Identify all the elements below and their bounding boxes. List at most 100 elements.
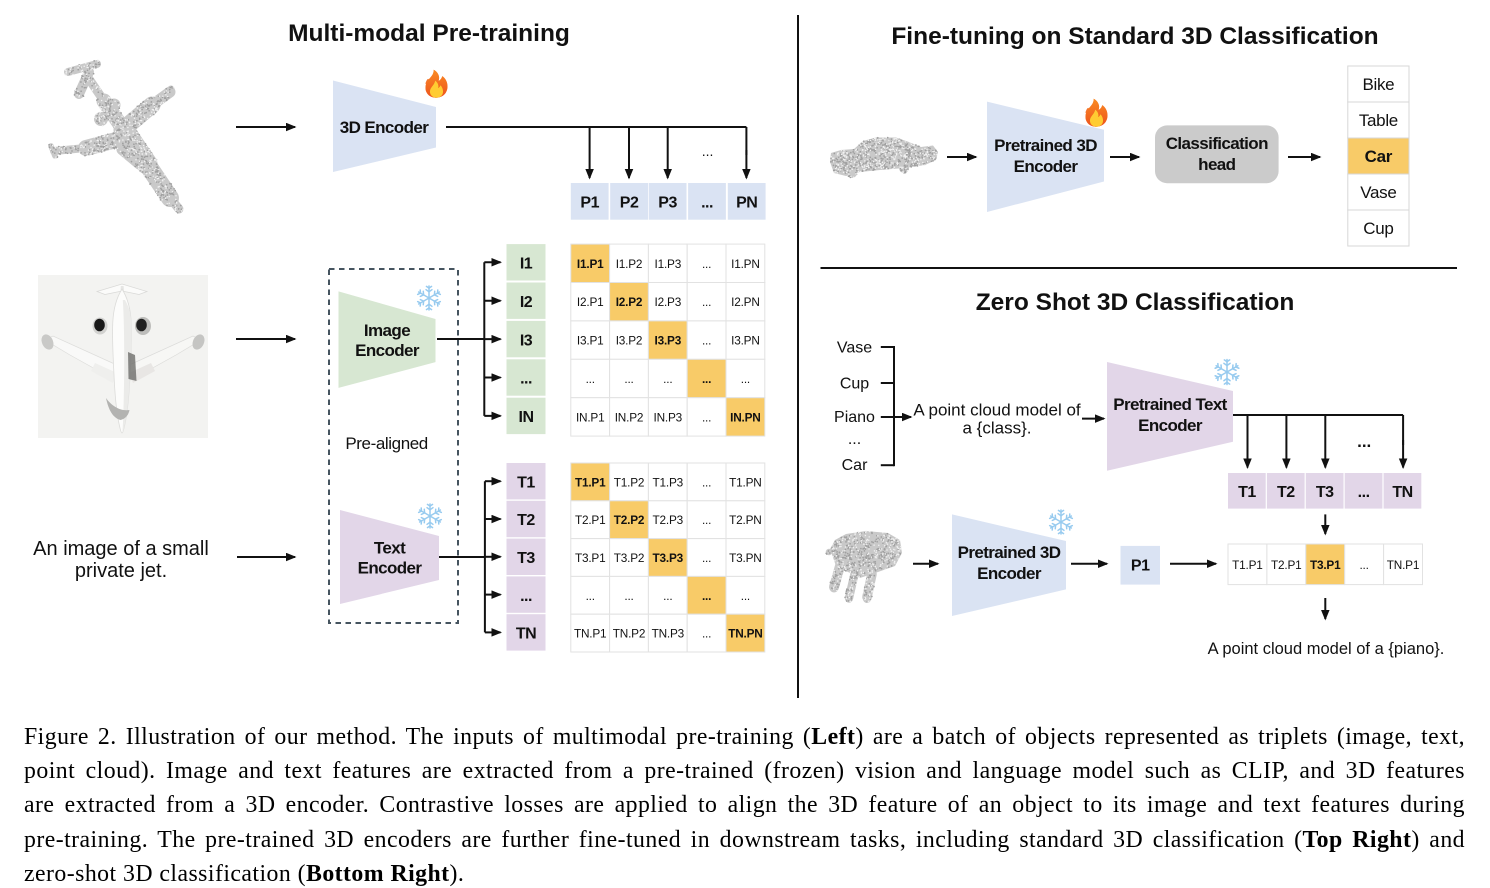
svg-text:Vase: Vase: [1360, 183, 1396, 202]
svg-text:T3.P1: T3.P1: [1310, 558, 1341, 572]
svg-text:IN.PN: IN.PN: [730, 410, 760, 424]
svg-text:...: ...: [702, 257, 711, 271]
svg-text:I3.PN: I3.PN: [731, 334, 760, 348]
svg-text:An image of a small: An image of a small: [33, 538, 209, 560]
svg-text:T1.PN: T1.PN: [729, 475, 761, 489]
svg-text:T1.P2: T1.P2: [614, 475, 644, 489]
svg-text:I2.P1: I2.P1: [577, 295, 604, 309]
svg-text:T2.P1: T2.P1: [575, 513, 605, 527]
svg-text:P1: P1: [580, 195, 599, 212]
svg-text:...: ...: [848, 431, 861, 448]
svg-text:T1.P1: T1.P1: [1232, 558, 1262, 572]
svg-text:I2: I2: [520, 294, 533, 311]
svg-text:...: ...: [586, 372, 595, 386]
svg-text:...: ...: [702, 295, 711, 309]
svg-text:Bike: Bike: [1362, 75, 1394, 94]
svg-text:...: ...: [702, 475, 711, 489]
svg-text:T3.P2: T3.P2: [614, 551, 644, 565]
svg-text:IN.P3: IN.P3: [654, 410, 683, 424]
svg-text:...: ...: [702, 143, 714, 159]
svg-text:I2.P2: I2.P2: [616, 295, 643, 309]
svg-text:I2.PN: I2.PN: [731, 295, 760, 309]
svg-text:...: ...: [663, 372, 672, 386]
svg-text:I3.P1: I3.P1: [577, 334, 604, 348]
svg-text:I3: I3: [520, 332, 533, 349]
svg-text:...: ...: [702, 627, 711, 641]
svg-text:Encoder: Encoder: [1138, 416, 1203, 435]
svg-text:I1.P1: I1.P1: [577, 257, 604, 271]
svg-text:I1: I1: [520, 256, 533, 273]
svg-text:Zero Shot 3D Classification: Zero Shot 3D Classification: [976, 289, 1295, 316]
svg-text:...: ...: [663, 589, 672, 603]
svg-text:Image: Image: [364, 321, 410, 340]
svg-text:IN.P2: IN.P2: [615, 410, 644, 424]
svg-text:A point cloud model of a {pian: A point cloud model of a {piano}.: [1208, 640, 1445, 658]
svg-text:I2.P3: I2.P3: [655, 295, 682, 309]
svg-text:a {class}.: a {class}.: [963, 419, 1032, 438]
svg-text:T2.PN: T2.PN: [729, 513, 761, 527]
svg-text:private jet.: private jet.: [75, 560, 167, 582]
svg-text:...: ...: [702, 589, 711, 603]
svg-text:IN.P1: IN.P1: [576, 410, 605, 424]
svg-text:Piano: Piano: [834, 409, 875, 426]
svg-text:head: head: [1198, 155, 1235, 174]
svg-text:...: ...: [520, 588, 532, 605]
svg-text:...: ...: [702, 372, 711, 386]
svg-text:Classification: Classification: [1166, 134, 1268, 153]
svg-text:Cup: Cup: [1363, 219, 1393, 238]
svg-text:I1.PN: I1.PN: [731, 257, 760, 271]
svg-text:...: ...: [702, 513, 711, 527]
svg-text:T2.P1: T2.P1: [1271, 558, 1301, 572]
svg-text:...: ...: [701, 195, 713, 212]
svg-text:Encoder: Encoder: [977, 564, 1042, 583]
svg-text:T2: T2: [1277, 484, 1295, 501]
svg-text:T2: T2: [517, 512, 535, 529]
svg-text:TN: TN: [516, 626, 536, 643]
svg-text:...: ...: [520, 371, 532, 388]
svg-text:A point cloud model of: A point cloud model of: [913, 401, 1081, 420]
svg-text:T1: T1: [517, 474, 535, 491]
svg-text:...: ...: [741, 372, 750, 386]
svg-text:P2: P2: [620, 195, 639, 212]
svg-text:T3: T3: [1316, 484, 1334, 501]
svg-text:...: ...: [702, 334, 711, 348]
svg-text:TN.P3: TN.P3: [652, 627, 685, 641]
svg-text:T3.P3: T3.P3: [653, 551, 684, 565]
svg-text:Pretrained Text: Pretrained Text: [1113, 395, 1227, 414]
svg-text:Cup: Cup: [840, 376, 869, 393]
svg-text:...: ...: [624, 372, 633, 386]
svg-text:PN: PN: [736, 195, 757, 212]
svg-text:T1.P1: T1.P1: [575, 475, 606, 489]
svg-text:I3.P2: I3.P2: [616, 334, 643, 348]
svg-text:Fine-tuning on Standard 3D Cla: Fine-tuning on Standard 3D Classificatio…: [891, 23, 1378, 50]
svg-text:...: ...: [741, 589, 750, 603]
svg-text:P3: P3: [658, 195, 677, 212]
svg-text:...: ...: [702, 410, 711, 424]
svg-text:T2.P3: T2.P3: [653, 513, 684, 527]
svg-text:T1.P3: T1.P3: [653, 475, 684, 489]
svg-text:T1: T1: [1238, 484, 1256, 501]
svg-text:...: ...: [624, 589, 633, 603]
svg-text:P1: P1: [1131, 558, 1150, 575]
svg-text:Pretrained 3D: Pretrained 3D: [958, 543, 1061, 562]
svg-text:TN.P1: TN.P1: [574, 627, 606, 641]
svg-text:TN.PN: TN.PN: [728, 627, 762, 641]
svg-text:...: ...: [702, 551, 711, 565]
svg-text:I1.P3: I1.P3: [655, 257, 682, 271]
svg-text:Multi-modal Pre-training: Multi-modal Pre-training: [288, 20, 570, 47]
svg-text:...: ...: [1358, 484, 1370, 501]
svg-text:Table: Table: [1359, 111, 1398, 130]
svg-text:T3: T3: [517, 550, 535, 567]
svg-text:Car: Car: [842, 457, 868, 474]
svg-text:...: ...: [586, 589, 595, 603]
svg-text:T3.PN: T3.PN: [729, 551, 761, 565]
svg-text:Pretrained 3D: Pretrained 3D: [994, 136, 1097, 155]
svg-text:Encoder: Encoder: [355, 341, 420, 360]
svg-text:...: ...: [1359, 558, 1368, 572]
svg-text:Pre-aligned: Pre-aligned: [345, 434, 428, 453]
svg-text:Car: Car: [1365, 147, 1393, 166]
svg-text:I1.P2: I1.P2: [616, 257, 643, 271]
svg-text:IN: IN: [519, 409, 534, 426]
svg-text:I3.P3: I3.P3: [655, 334, 682, 348]
svg-text:T3.P1: T3.P1: [575, 551, 605, 565]
